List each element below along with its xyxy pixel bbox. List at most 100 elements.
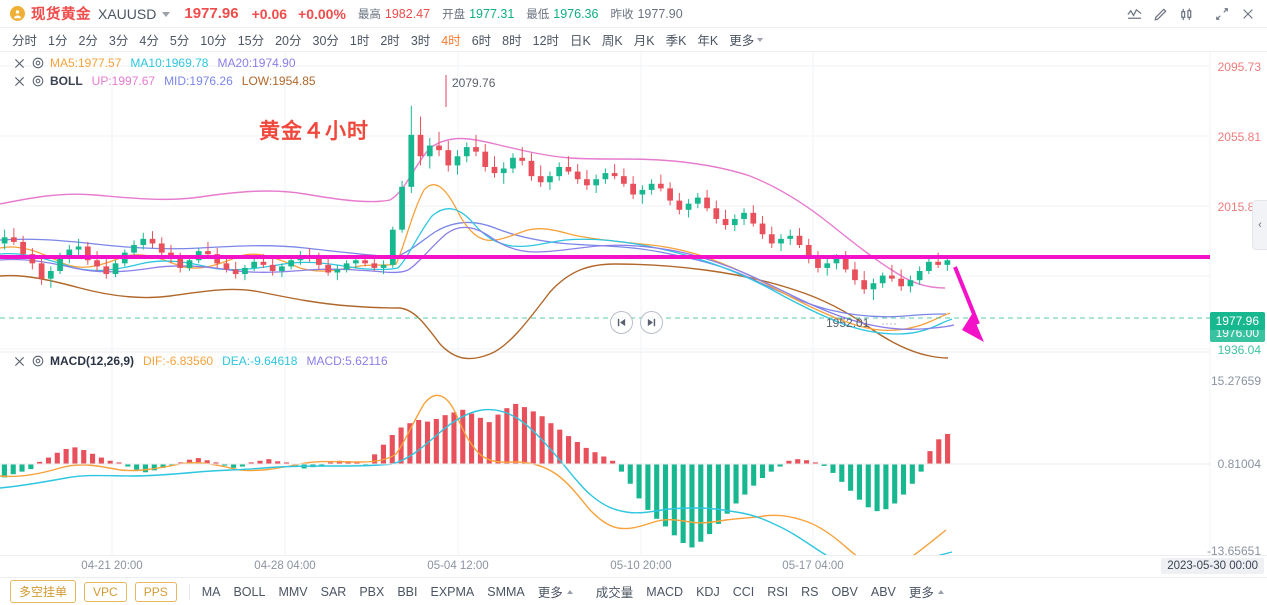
time-axis[interactable]: 2023-05-30 00:00 04-21 20:00 04-28 04:00 0… — [0, 555, 1267, 577]
sub-indicator-OBV[interactable]: OBV — [831, 584, 858, 599]
period-tab-10分[interactable]: 10分 — [200, 34, 227, 48]
chart-plot-area[interactable]: MA5:1977.57 MA10:1969.78 MA20:1974.90 BO… — [0, 52, 1267, 558]
macd-bar — [848, 464, 854, 491]
sub-indicator-KDJ[interactable]: KDJ — [696, 584, 720, 599]
settings-icon[interactable] — [31, 74, 45, 88]
macd-bar — [865, 464, 871, 508]
period-tab-12时[interactable]: 12时 — [532, 34, 560, 48]
period-tab-3时[interactable]: 3时 — [410, 34, 431, 48]
gold-coin-icon — [10, 6, 25, 21]
candlestick-style-icon[interactable] — [1175, 3, 1197, 25]
toolbar-pill-PPS[interactable]: PPS — [134, 581, 177, 602]
main-indicator-MMV[interactable]: MMV — [278, 584, 308, 599]
period-tab-月K[interactable]: 月K — [633, 34, 655, 48]
macd-bar — [345, 461, 351, 464]
stat-open-value: 1977.31 — [469, 6, 515, 21]
macd-bar — [10, 464, 16, 475]
settings-icon[interactable] — [31, 354, 45, 368]
macd-bar — [248, 462, 254, 464]
macd-bar — [671, 464, 677, 536]
candle-body — [556, 166, 563, 177]
period-tab-2分[interactable]: 2分 — [78, 34, 98, 48]
period-tab-5分[interactable]: 5分 — [169, 34, 190, 48]
macd-bar — [645, 464, 651, 510]
candle-body — [879, 275, 886, 284]
ma10-line — [0, 208, 953, 335]
candle-body — [10, 237, 17, 242]
main-indicator-MA[interactable]: MA — [201, 584, 221, 599]
sub-indicator-more-button[interactable]: 更多 — [909, 582, 944, 601]
caret-down-icon[interactable] — [162, 12, 171, 17]
main-indicator-more-button[interactable]: 更多 — [538, 582, 573, 601]
period-tab-分时[interactable]: 分时 — [12, 34, 38, 48]
period-tab-30分[interactable]: 30分 — [312, 34, 339, 48]
chevron-left-icon[interactable]: ‹ — [1252, 200, 1267, 250]
candle-body — [269, 264, 276, 271]
macd-bar — [442, 415, 448, 464]
price-axis[interactable]: 2095.73 2055.81 2015.88 1936.04 1976.00 … — [1207, 52, 1267, 558]
macd-dif-value: DIF:-6.83560 — [143, 354, 214, 368]
boll-title: BOLL — [50, 74, 83, 88]
macd-bar — [125, 464, 131, 467]
period-more-button[interactable]: 更多 — [729, 30, 764, 49]
period-tab-20分[interactable]: 20分 — [275, 34, 302, 48]
period-tab-周K[interactable]: 周K — [601, 34, 623, 48]
macd-bar — [768, 464, 774, 472]
main-indicator-EXPMA[interactable]: EXPMA — [430, 584, 475, 599]
sub-indicator-MACD[interactable]: MACD — [646, 584, 684, 599]
close-icon[interactable] — [1237, 3, 1259, 25]
period-tab-8时[interactable]: 8时 — [502, 34, 522, 48]
candle-body — [648, 183, 655, 190]
macd-bar — [618, 464, 625, 472]
period-tab-6时[interactable]: 6时 — [471, 34, 492, 48]
candle-body — [251, 261, 258, 268]
sub-indicator-RS[interactable]: RS — [801, 584, 819, 599]
instrument-name[interactable]: 现货黄金 — [31, 7, 91, 23]
toolbar-pill-多空挂单[interactable]: 多空挂单 — [10, 580, 77, 603]
toolbar-pill-VPC[interactable]: VPC — [84, 581, 127, 602]
macd-bar — [883, 464, 889, 510]
macd-bar — [909, 464, 915, 484]
period-tab-年K[interactable]: 年K — [697, 34, 719, 48]
close-icon[interactable] — [12, 56, 26, 70]
close-icon[interactable] — [12, 354, 26, 368]
candle-body — [639, 189, 646, 195]
sub-indicator-成交量[interactable]: 成交量 — [595, 586, 634, 600]
skip-next-icon[interactable] — [640, 311, 663, 334]
instrument-symbol[interactable]: XAUUSD — [98, 5, 157, 22]
candle-body — [140, 238, 147, 245]
period-tab-4时[interactable]: 4时 — [441, 34, 461, 48]
macd-bar — [707, 464, 713, 535]
period-tab-4分[interactable]: 4分 — [139, 34, 159, 48]
period-tab-3分[interactable]: 3分 — [108, 34, 129, 48]
sub-indicator-RSI[interactable]: RSI — [767, 584, 789, 599]
macd-bar — [257, 460, 263, 464]
period-tab-1分[interactable]: 1分 — [48, 34, 68, 48]
ma20-value: MA20:1974.90 — [217, 56, 296, 70]
indicator-icon[interactable] — [1123, 3, 1145, 25]
candle-body — [704, 197, 710, 209]
period-tab-2时[interactable]: 2时 — [380, 34, 400, 48]
main-indicator-BBI[interactable]: BBI — [397, 584, 418, 599]
candle-body — [399, 186, 405, 230]
period-tab-15分[interactable]: 15分 — [237, 34, 265, 48]
period-tab-季K[interactable]: 季K — [665, 34, 687, 48]
macd-bar — [231, 464, 237, 468]
sub-indicator-CCI[interactable]: CCI — [732, 584, 755, 599]
macd-macd-value: MACD:5.62116 — [306, 354, 388, 368]
period-tab-1时[interactable]: 1时 — [349, 34, 370, 48]
candle-body — [445, 150, 452, 166]
main-indicator-PBX[interactable]: PBX — [359, 584, 385, 599]
main-indicator-SMMA[interactable]: SMMA — [487, 584, 525, 599]
main-indicator-SAR[interactable]: SAR — [320, 584, 347, 599]
period-tab-日K[interactable]: 日K — [570, 34, 591, 48]
settings-icon[interactable] — [31, 56, 45, 70]
skip-previous-icon[interactable] — [610, 311, 633, 334]
main-indicator-BOLL[interactable]: BOLL — [233, 584, 266, 599]
draw-pencil-icon[interactable] — [1149, 3, 1171, 25]
close-icon[interactable] — [12, 74, 26, 88]
sub-indicator-ABV[interactable]: ABV — [870, 584, 896, 599]
fullscreen-icon[interactable] — [1211, 3, 1233, 25]
candle-body — [796, 235, 803, 245]
